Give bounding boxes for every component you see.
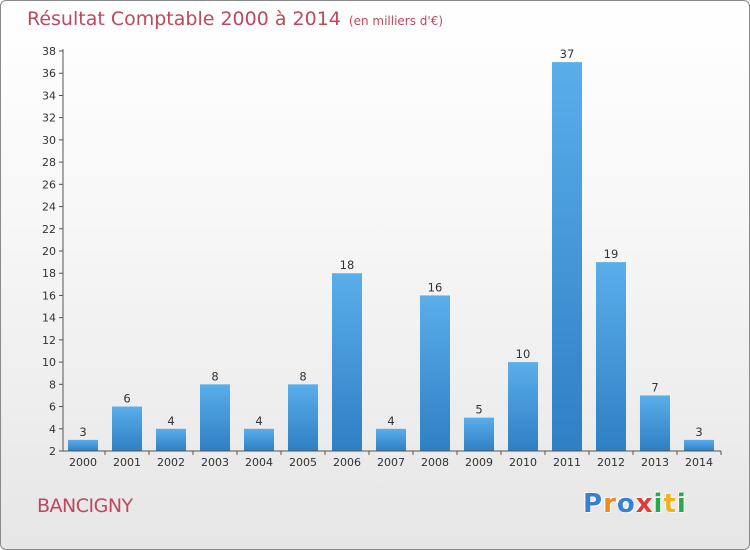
bar-2012 — [596, 262, 626, 451]
bar-2010 — [508, 362, 538, 451]
y-tick-label: 6 — [49, 401, 56, 414]
bar-2004 — [244, 428, 274, 451]
y-tick-label: 38 — [42, 45, 56, 58]
value-label-2001: 6 — [123, 392, 130, 406]
logo-letter: o — [616, 489, 636, 519]
bar-2003 — [200, 384, 230, 451]
y-tick-label: 4 — [49, 423, 56, 436]
x-tick-label-2000: 2000 — [69, 456, 97, 469]
logo-letter: P — [583, 489, 604, 519]
x-tick-label-2008: 2008 — [421, 456, 449, 469]
x-tick-label-2006: 2006 — [333, 456, 361, 469]
x-tick-label-2010: 2010 — [509, 456, 537, 469]
y-tick-label: 34 — [42, 89, 56, 102]
y-tick-label: 24 — [42, 201, 56, 214]
logo-letter: i — [676, 489, 687, 519]
logo-letter: t — [663, 489, 677, 519]
value-label-2002: 4 — [167, 414, 174, 428]
x-tick-label-2011: 2011 — [553, 456, 581, 469]
value-label-2012: 19 — [604, 247, 619, 261]
y-tick-label: 12 — [42, 334, 56, 347]
bar-2011 — [552, 62, 582, 451]
y-tick-label: 8 — [49, 378, 56, 391]
bar-2006 — [332, 273, 362, 451]
x-tick-label-2014: 2014 — [685, 456, 713, 469]
y-tick-label: 18 — [42, 267, 56, 280]
location-name: BANCIGNY — [37, 495, 133, 517]
x-tick-label-2003: 2003 — [201, 456, 229, 469]
bar-2013 — [640, 395, 670, 451]
value-label-2003: 8 — [211, 369, 218, 383]
y-tick-label: 30 — [42, 134, 56, 147]
bar-2014 — [684, 439, 714, 451]
y-tick-label: 26 — [42, 178, 56, 191]
bars-group: 3 6 4 8 4 8 18 4 16 5 10 37 19 7 3 — [68, 47, 714, 451]
logo-letter: r — [603, 489, 617, 519]
y-tick-label: 2 — [49, 445, 56, 458]
value-label-2014: 3 — [695, 425, 702, 439]
bar-2001 — [112, 406, 142, 451]
y-tick-label: 36 — [42, 67, 56, 80]
bar-2002 — [156, 428, 186, 451]
value-label-2008: 16 — [428, 280, 443, 294]
value-label-2010: 10 — [516, 347, 531, 361]
y-tick-label: 20 — [42, 245, 56, 258]
logo-letter: i — [653, 489, 664, 519]
y-tick-label: 10 — [42, 356, 56, 369]
bar-2005 — [288, 384, 318, 451]
logo-letter: x — [635, 489, 654, 519]
value-label-2011: 37 — [560, 47, 575, 61]
x-tick-label-2009: 2009 — [465, 456, 493, 469]
x-tick-label-2001: 2001 — [113, 456, 141, 469]
y-tick-label: 22 — [42, 223, 56, 236]
y-tick-label: 32 — [42, 112, 56, 125]
y-tick-label: 14 — [42, 312, 56, 325]
chart-title-text: Résultat Comptable 2000 à 2014 — [27, 8, 341, 30]
proxiti-logo[interactable]: Proxiti — [583, 489, 687, 519]
bar-2009 — [464, 417, 494, 451]
y-tick-label: 16 — [42, 289, 56, 302]
chart-subtitle: (en milliers d'€) — [348, 14, 444, 28]
value-label-2007: 4 — [387, 414, 394, 428]
y-tick-label: 28 — [42, 156, 56, 169]
value-label-2013: 7 — [651, 380, 658, 394]
value-label-2004: 4 — [255, 414, 262, 428]
value-label-2000: 3 — [79, 425, 86, 439]
x-tick-label-2007: 2007 — [377, 456, 405, 469]
value-label-2005: 8 — [299, 369, 306, 383]
chart-title: Résultat Comptable 2000 à 2014 (en millie… — [27, 8, 443, 30]
bar-2000 — [68, 439, 98, 451]
x-tick-label-2002: 2002 — [157, 456, 185, 469]
x-tick-label-2004: 2004 — [245, 456, 273, 469]
x-tick-label-2013: 2013 — [641, 456, 669, 469]
x-tick-label-2005: 2005 — [289, 456, 317, 469]
bar-2008 — [420, 295, 450, 451]
bar-2007 — [376, 428, 406, 451]
value-label-2009: 5 — [475, 403, 482, 417]
value-label-2006: 18 — [340, 258, 355, 272]
x-tick-label-2012: 2012 — [597, 456, 625, 469]
